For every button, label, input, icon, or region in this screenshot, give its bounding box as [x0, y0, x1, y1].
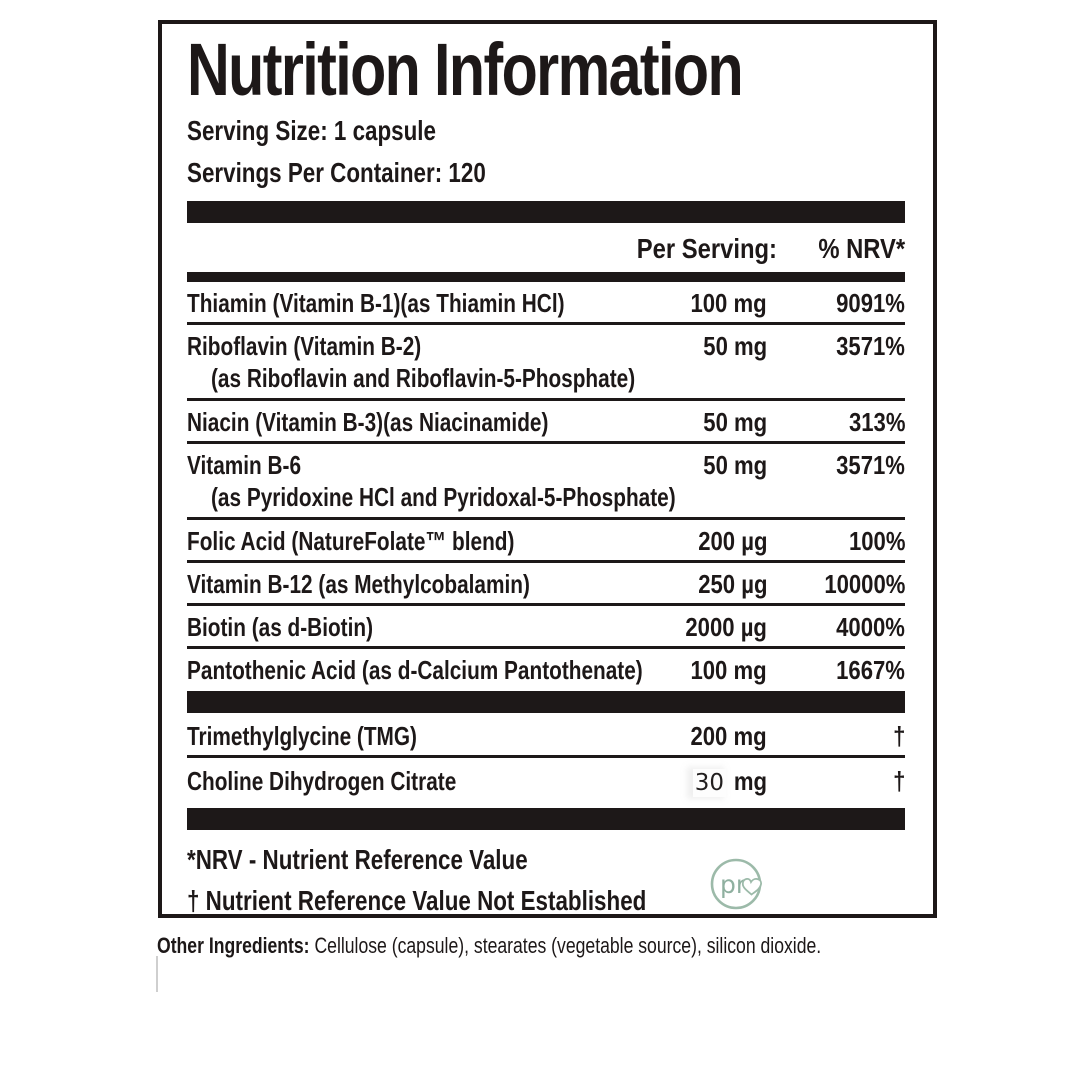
nutrient-row-tmg: Trimethylglycine (TMG) 200 mg † [187, 713, 905, 758]
nutrient-row-riboflavin-sub: (as Riboflavin and Riboflavin-5-Phosphat… [187, 362, 905, 401]
nutrient-row-choline: Choline Dihydrogen Citrate 30 mg † [187, 766, 905, 797]
section-bar-top [187, 201, 905, 223]
section-bar-middle [187, 691, 905, 713]
panel-title: Nutrition Information [187, 30, 905, 110]
nutrient-row-b6: Vitamin B-6 50 mg 3571% [187, 450, 905, 480]
nutrient-row-niacin: Niacin (Vitamin B-3)(as Niacinamide) 50 … [187, 401, 905, 444]
nrv-header: % NRV* [818, 233, 905, 264]
panel-title-text: Nutrition Information [187, 28, 744, 111]
footnotes: *NRV - Nutrient Reference Value † Nutrie… [187, 839, 905, 921]
other-ingredients: Other Ingredients: Cellulose (capsule), … [157, 931, 1017, 961]
serving-size: Serving Size: 1 capsule [187, 115, 436, 146]
footnote-nrv: *NRV - Nutrient Reference Value [187, 844, 528, 875]
pro-watermark-logo: pr [710, 858, 762, 910]
other-ingredients-text: Cellulose (capsule), stearates (vegetabl… [309, 933, 822, 958]
nutrient-row-b6-sub: (as Pyridoxine HCl and Pyridoxal-5-Phosp… [187, 481, 905, 520]
per-serving-header: Per Serving: [636, 233, 777, 264]
nutrition-panel: Nutrition Information Serving Size: 1 ca… [158, 20, 937, 918]
scan-artifact-line [156, 956, 158, 992]
servings-per-container: Servings Per Container: 120 [187, 157, 486, 188]
nutrient-row-b12: Vitamin B-12 (as Methylcobalamin) 250 µg… [187, 563, 905, 606]
nutrient-row-biotin: Biotin (as d-Biotin) 2000 µg 4000% [187, 606, 905, 649]
edited-amount-value: 30 [692, 769, 726, 797]
other-ingredients-label: Other Ingredients: [157, 933, 310, 958]
section-bar-bottom [187, 808, 905, 830]
nutrient-row-pantothenic: Pantothenic Acid (as d-Calcium Pantothen… [187, 655, 905, 685]
header-rule [187, 272, 905, 282]
footnote-dagger: † Nutrient Reference Value Not Establish… [187, 885, 647, 916]
column-header-row: Per Serving: % NRV* [187, 223, 905, 272]
nutrient-row-folic-acid: Folic Acid (NatureFolate™ blend) 200 µg … [187, 520, 905, 563]
nutrient-row-riboflavin: Riboflavin (Vitamin B-2) 50 mg 3571% [187, 331, 905, 361]
heart-icon [741, 877, 762, 896]
nutrient-row-thiamin: Thiamin (Vitamin B-1)(as Thiamin HCl) 10… [187, 282, 905, 325]
